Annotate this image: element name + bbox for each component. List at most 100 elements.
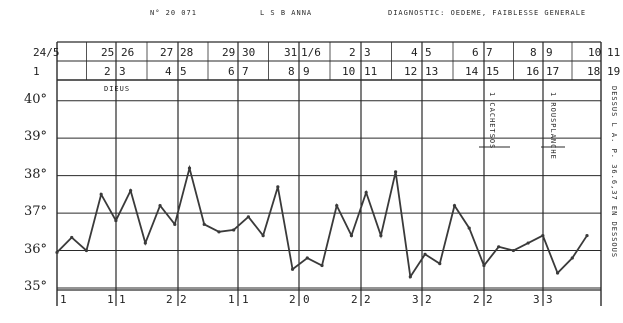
footer-count-cell: 2 (351, 293, 358, 306)
date-cell: 29 (222, 46, 236, 59)
date-cell: 30 (242, 46, 256, 59)
temperature-point (408, 275, 412, 279)
temperature-point (114, 218, 118, 223)
footer-count-cell: 2 (425, 293, 432, 306)
date-cell: 24/5 (33, 46, 60, 59)
day-number-cell: 16 (526, 65, 540, 78)
temperature-point (423, 252, 427, 256)
temperature-point (290, 267, 295, 271)
temperature-point (202, 222, 206, 226)
temperature-point (261, 233, 265, 238)
footer-count-cell: 2 (473, 293, 480, 306)
day-number-cell: 10 (342, 65, 356, 78)
temperature-tick-label: 35° (24, 279, 48, 294)
date-cell: 9 (546, 46, 553, 59)
temperature-tick-label: 38° (24, 166, 48, 182)
temperature-point (555, 271, 560, 275)
day-number-cell: 13 (425, 65, 439, 78)
day-number-cell: 6 (228, 65, 235, 78)
day-number-cell: 19 (607, 65, 621, 78)
footer-count-cell: 3 (533, 293, 540, 306)
temperature-point (99, 192, 103, 196)
temperature-point (70, 235, 74, 240)
date-cell: 5 (425, 46, 432, 59)
footer-count-cell: 1 (119, 293, 126, 306)
temperature-point (349, 233, 354, 238)
date-cell: 8 (530, 46, 537, 59)
temperature-point (394, 170, 398, 174)
footer-count-cell: 2 (180, 293, 187, 306)
date-cell: 10 (588, 46, 602, 59)
temperature-point (84, 248, 89, 253)
date-cell: 11 (607, 46, 621, 59)
date-cell: 2 (349, 46, 356, 59)
temperature-tick-label: 36° (24, 241, 48, 257)
medication-note-2: 1 ROUSPLANCHE (549, 92, 557, 160)
footer-count-cell: 0 (303, 293, 310, 306)
record-number: N° 20 071 (150, 9, 197, 17)
temperature-point (379, 233, 383, 238)
footer-count-cell: 1 (228, 293, 235, 306)
day-number-cell: 5 (180, 65, 187, 78)
temperature-point (143, 241, 147, 245)
temperature-point (452, 204, 457, 208)
day-number-cell: 4 (165, 65, 172, 78)
day-number-cell: 14 (465, 65, 479, 78)
temperature-point (232, 228, 236, 232)
date-cell: 3 (364, 46, 371, 59)
temperature-point (585, 233, 589, 238)
side-note: DESSUS L A. P. 36.6,37 EN DESSOUS (610, 86, 618, 259)
temperature-tick-label: 37° (24, 204, 48, 220)
diagnosis-text: DIAGNOSTIC: OEDEME, FAIBLESSE GENERALE (388, 9, 587, 17)
date-cell: 7 (486, 46, 493, 59)
temperature-point (438, 262, 442, 266)
date-cell: 25 (101, 46, 115, 59)
temperature-series-line (56, 164, 588, 280)
day-number-cell: 1 (33, 65, 40, 78)
day-number-cell: 12 (404, 65, 418, 78)
day-number-cell: 2 (104, 65, 111, 78)
medication-note-1: 1 CACHETSOS (488, 92, 496, 150)
footer-count-cell: 2 (289, 293, 296, 306)
temperature-point (335, 204, 339, 208)
date-cell: 28 (180, 46, 194, 59)
temperature-point (320, 263, 324, 268)
day-number-cell: 11 (364, 65, 378, 78)
footer-count-cell: 2 (166, 293, 173, 306)
temperature-point (158, 204, 162, 208)
temperature-point (467, 226, 471, 230)
date-cell: 6 (472, 46, 479, 59)
temperature-point (276, 185, 280, 189)
footer-count-cell: 3 (546, 293, 553, 306)
temperature-tick-label: 39° (24, 129, 48, 145)
footer-count-cell: 1 (60, 293, 67, 306)
day-number-cell: 8 (288, 65, 295, 78)
temperature-point (541, 233, 545, 238)
day-number-cell: 9 (303, 65, 310, 78)
day-number-cell: 17 (546, 65, 560, 78)
day-number-cell: 7 (242, 65, 249, 78)
temperature-point (511, 248, 515, 253)
patient-name: L S B ANNA (260, 9, 313, 17)
temperature-point (497, 245, 501, 249)
date-cell: 1/6 (301, 46, 321, 59)
temperature-point (55, 250, 59, 255)
footer-count-cell: 1 (107, 293, 114, 306)
temperature-point (526, 241, 530, 245)
temperature-point (570, 256, 574, 260)
footer-count-cell: 3 (412, 293, 419, 306)
temperature-point (364, 190, 368, 195)
date-cell: 27 (160, 46, 174, 59)
temperature-point (217, 230, 221, 234)
temperature-point (173, 222, 177, 226)
temperature-point (187, 166, 192, 170)
date-cell: 4 (411, 46, 418, 59)
footer-count-cell: 2 (364, 293, 371, 306)
temperature-point (482, 263, 486, 268)
date-cell: 31 (284, 46, 298, 59)
day-number-cell: 3 (119, 65, 126, 78)
temperature-point (129, 189, 133, 193)
temperature-tick-label: 40° (24, 91, 48, 107)
